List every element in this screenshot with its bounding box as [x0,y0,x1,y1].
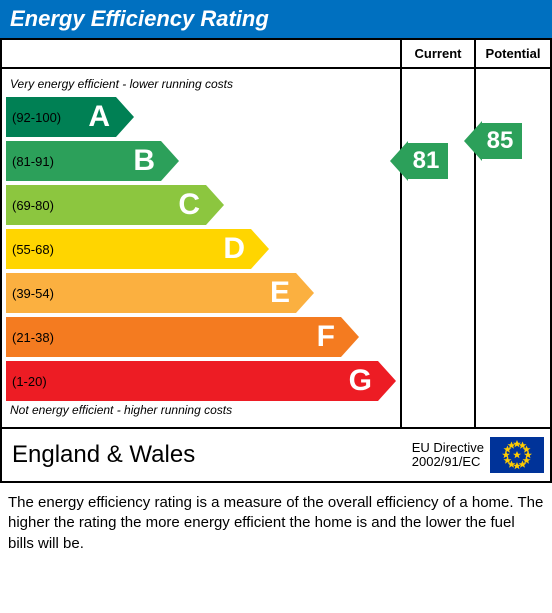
band-bar: (21-38) F [6,317,341,357]
band-range: (39-54) [6,286,54,301]
band-row-a: (92-100) A [6,97,396,137]
epc-chart: Energy Efficiency Rating Current Potenti… [0,0,552,562]
footer-row: England & Wales EU Directive 2002/91/EC [2,427,550,481]
top-note: Very energy efficient - lower running co… [6,75,396,97]
band-bar: (39-54) E [6,273,296,313]
current-arrow: 81 [390,141,450,181]
directive-label: EU Directive 2002/91/EC [412,441,484,470]
band-row-f: (21-38) F [6,317,396,357]
band-letter: C [178,188,200,222]
band-row-d: (55-68) D [6,229,396,269]
chart-frame: Current Potential Very energy efficient … [0,38,552,483]
description-text: The energy efficiency rating is a measur… [0,483,552,562]
band-bar: (92-100) A [6,97,116,137]
band-row-e: (39-54) E [6,273,396,313]
band-range: (81-91) [6,154,54,169]
band-bar: (81-91) B [6,141,161,181]
band-bar: (1-20) G [6,361,378,401]
header-row: Current Potential [2,40,550,69]
band-bar: (55-68) D [6,229,251,269]
eu-flag-icon [490,437,544,473]
band-range: (55-68) [6,242,54,257]
body-row: Very energy efficient - lower running co… [2,69,550,427]
band-letter: D [223,232,245,266]
band-arrow-tip [116,97,134,137]
band-letter: G [349,364,372,398]
band-letter: A [88,100,110,134]
band-range: (21-38) [6,330,54,345]
band-bar: (69-80) C [6,185,206,225]
band-row-c: (69-80) C [6,185,396,225]
directive-line1: EU Directive [412,441,484,455]
potential-column: 85 [476,69,550,427]
band-arrow-tip [206,185,224,225]
directive-line2: 2002/91/EC [412,455,484,469]
band-row-b: (81-91) B [6,141,396,181]
title-bar: Energy Efficiency Rating [0,0,552,38]
header-potential: Potential [476,40,550,67]
band-arrow-tip [296,273,314,313]
potential-arrow: 85 [464,121,524,161]
band-arrow-tip [251,229,269,269]
band-range: (1-20) [6,374,47,389]
band-arrow-tip [341,317,359,357]
band-letter: F [317,320,335,354]
bottom-note: Not energy efficient - higher running co… [6,401,396,423]
band-range: (92-100) [6,110,61,125]
band-range: (69-80) [6,198,54,213]
band-arrow-tip [378,361,396,401]
bars-container: (92-100) A (81-91) B (69-80) C (55-68) D (39-54)… [6,97,396,401]
region-label: England & Wales [2,441,412,469]
band-letter: B [133,144,155,178]
band-letter: E [270,276,290,310]
header-current: Current [402,40,476,67]
bands-area: Very energy efficient - lower running co… [2,69,402,427]
header-spacer [2,40,402,67]
band-row-g: (1-20) G [6,361,396,401]
band-arrow-tip [161,141,179,181]
